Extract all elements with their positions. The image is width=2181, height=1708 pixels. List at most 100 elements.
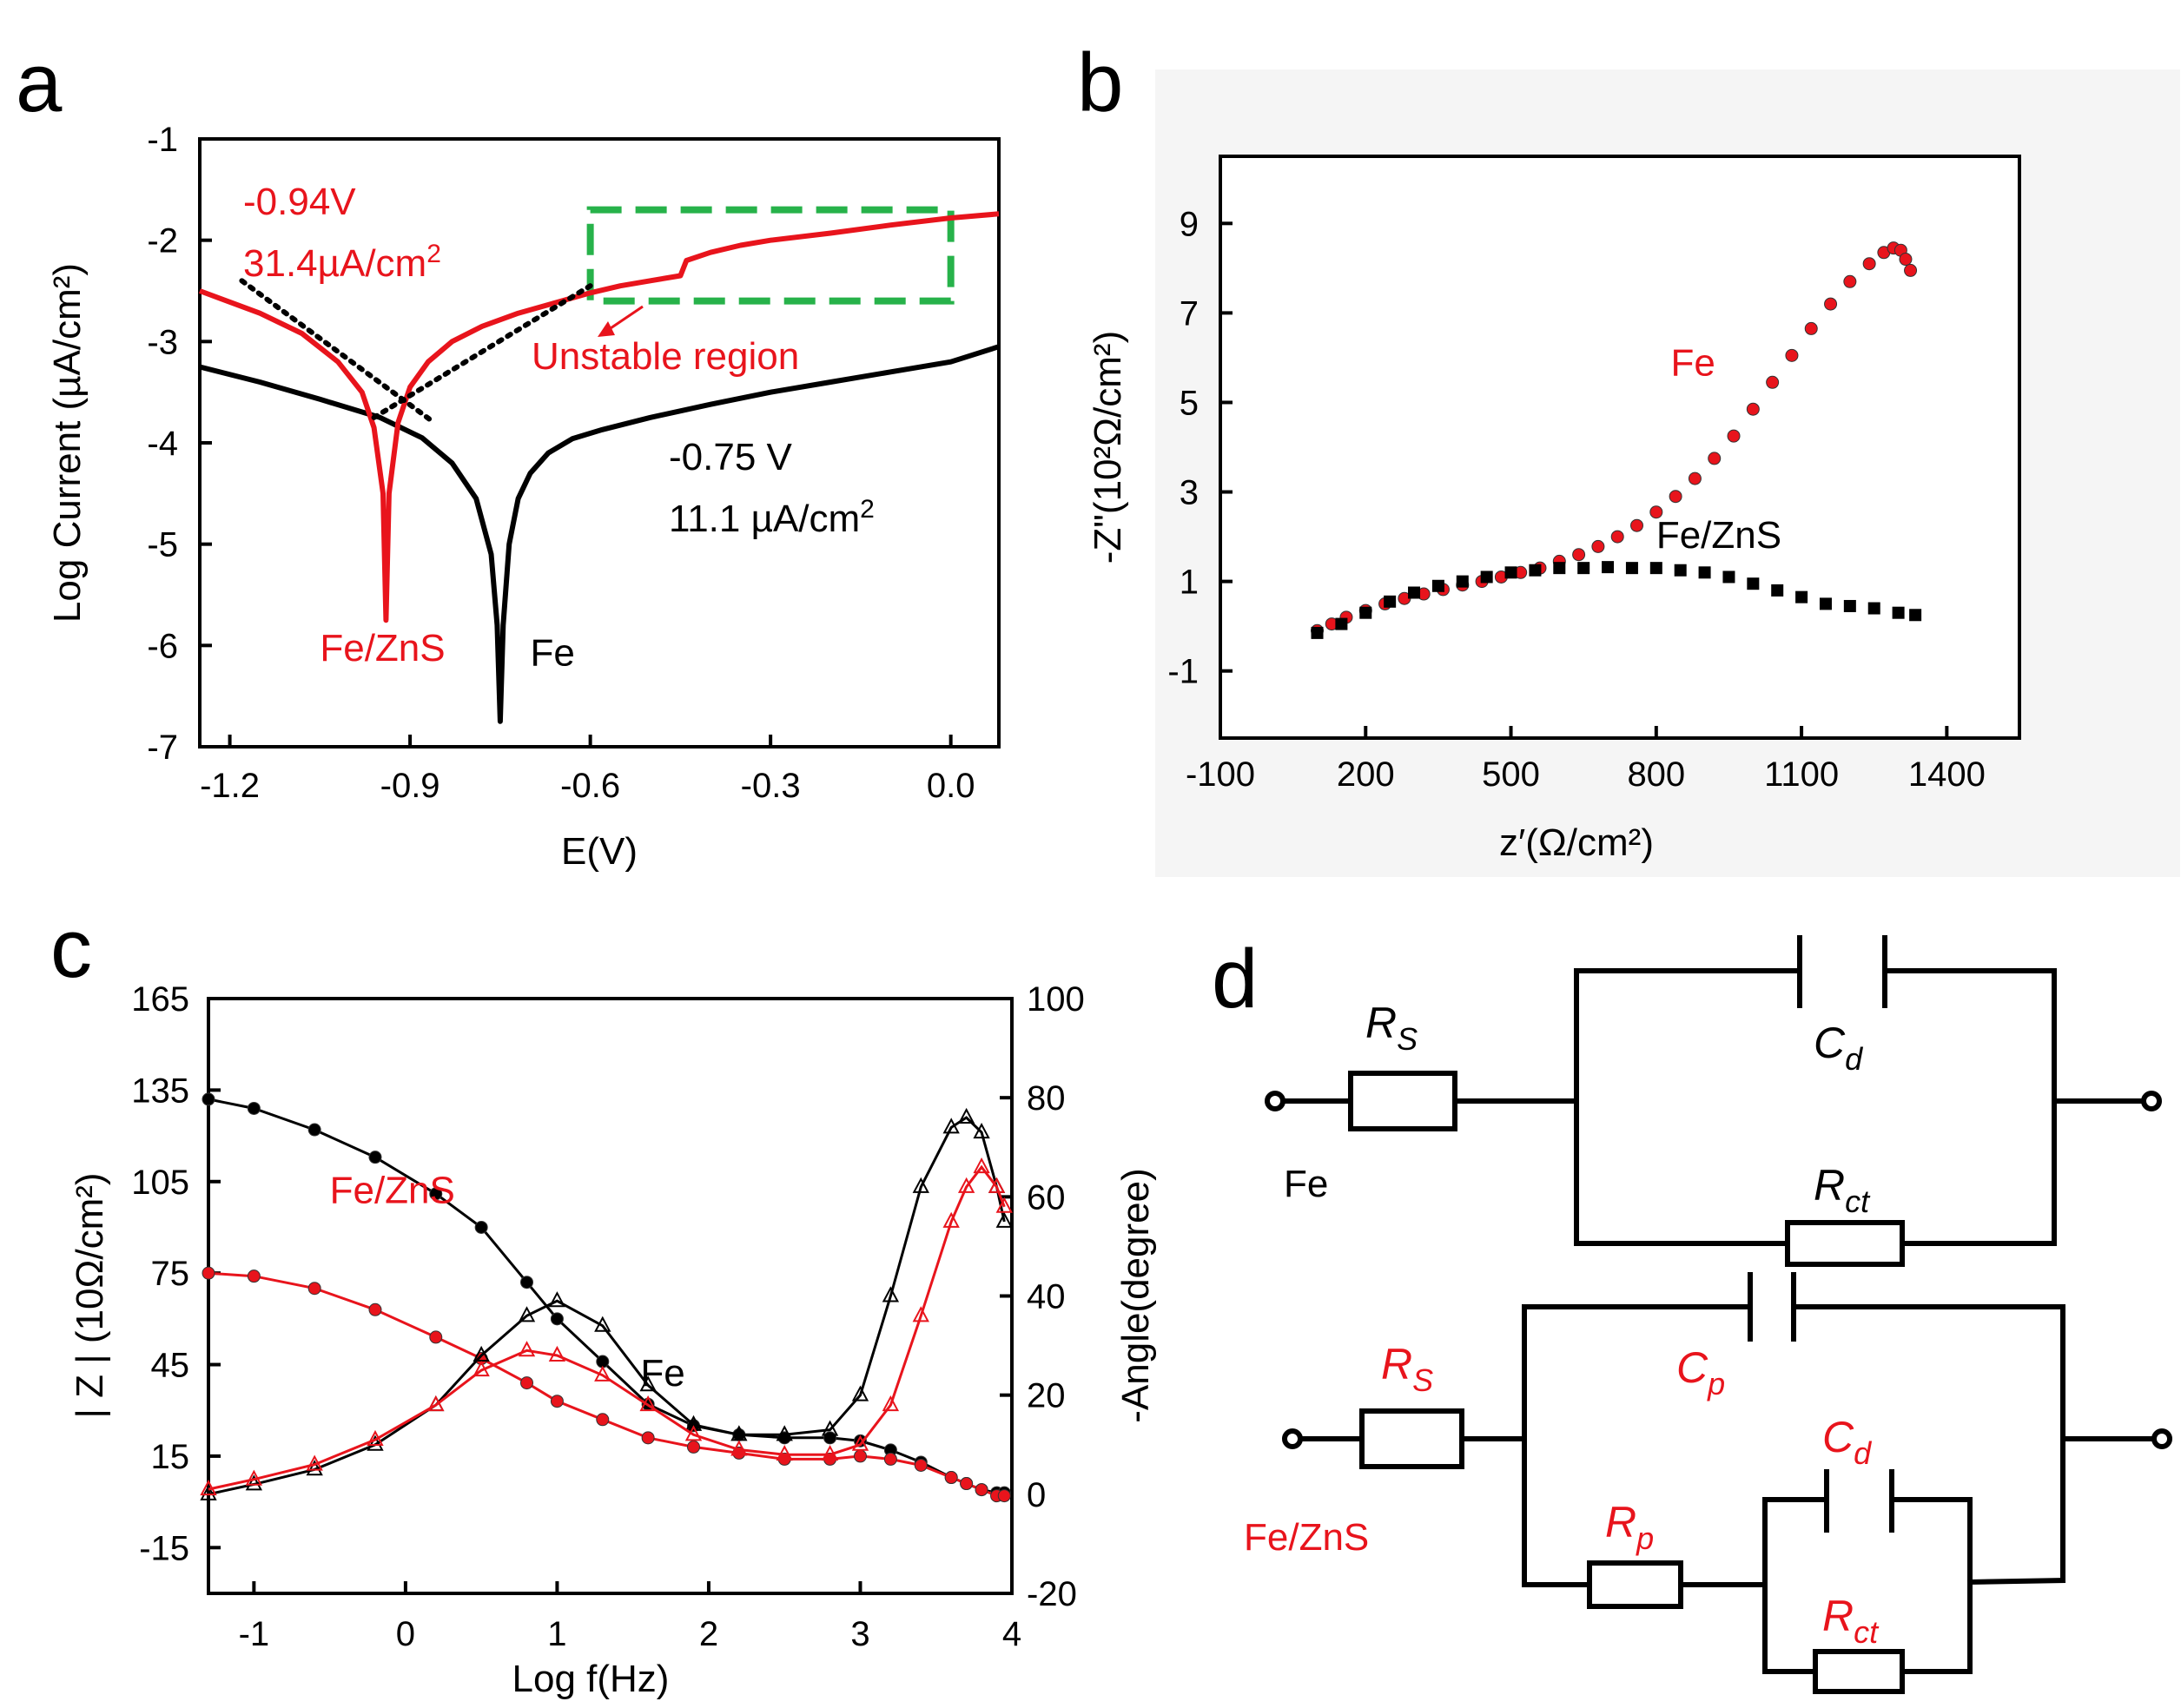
fezns-rs-main: R (1381, 1340, 1412, 1388)
tafel-lines (239, 278, 593, 425)
fezns-cd-sub: d (1854, 1435, 1872, 1471)
nyquist-point-fe (1708, 452, 1722, 465)
fezns-current-text: 31.4µA/cm (243, 242, 426, 285)
panel-label-c: c (50, 902, 92, 995)
nyquist-point-fezns (1867, 602, 1880, 615)
bode-point (912, 1306, 929, 1322)
bode-point (473, 1361, 490, 1377)
nyquist-point-fezns (1431, 579, 1444, 592)
bode-point (594, 1316, 611, 1332)
nyquist-point-fe (1669, 490, 1682, 504)
panel-c: c -1 0 1 2 3 4 165 135 105 75 45 15 -15 100 80 60 40 20… (50, 902, 1157, 1700)
nyquist-point-fe (1649, 505, 1663, 519)
fezns-current-sup: 2 (426, 240, 441, 268)
bode-line (208, 1116, 1006, 1496)
panel-c-x-tick-label: 1 (547, 1615, 566, 1653)
fezns-terminal-right (2151, 1428, 2172, 1449)
fezns-potential-annotation: -0.94V (243, 181, 356, 223)
panel-c-ylabel: | Z | (10Ω/cm²) (69, 1172, 111, 1418)
panel-a-x-tick-label: -0.9 (380, 767, 440, 805)
nyquist-point-fezns (1698, 566, 1711, 579)
fezns-rs-resistor (1359, 1408, 1464, 1469)
panel-c-y2-tick-label: 40 (1027, 1278, 1066, 1316)
bode-point (684, 1425, 703, 1441)
panel-b-x-tick-label: 800 (1627, 755, 1685, 794)
bode-point (307, 1282, 321, 1296)
bode-point (684, 1415, 703, 1431)
panel-c-y-ticks: 165 135 105 75 45 15 -15 (131, 980, 221, 1567)
panel-c-y2-tick-label: 100 (1027, 980, 1085, 1019)
fe-rs-label: RS (1365, 999, 1418, 1057)
panel-d: d Fe RS Cd Rct (1212, 933, 2172, 1694)
panel-c-xlabel: Log f(Hz) (512, 1658, 670, 1700)
panel-c-x-tick-label: 3 (850, 1615, 869, 1653)
bode-point (851, 1434, 869, 1451)
fe-rct-label: Rct (1814, 1161, 1871, 1219)
panel-a-y-tick-label: -3 (147, 323, 178, 361)
bode-point (429, 1187, 443, 1201)
bode-point (594, 1365, 611, 1382)
bode-point (912, 1177, 929, 1193)
fe-cd-label: Cd (1814, 1019, 1863, 1077)
bode-point (995, 1197, 1013, 1213)
panel-c-y-tick-label: 75 (151, 1255, 190, 1293)
panel-b-y-tick-label: 9 (1180, 205, 1199, 243)
panel-b-frame (1219, 155, 2021, 740)
bode-point (550, 1395, 564, 1408)
fe-rs-resistor (1348, 1071, 1457, 1131)
panel-b: b -100 200 500 800 1100 1400 -1 1 3 5 7 9 z′(Ω/cm²… (1077, 36, 2180, 877)
panel-b-ylabel: -Z"(10²Ω/cm²) (1087, 331, 1129, 564)
bode-point (851, 1385, 869, 1401)
panel-a-series-label: Fe (530, 632, 574, 675)
bode-point (882, 1286, 900, 1302)
panel-a-y-tick-label: -4 (147, 425, 178, 463)
nyquist-point-fe (1804, 321, 1818, 335)
nyquist-point-fezns (1359, 606, 1372, 619)
bode-point (245, 1474, 263, 1491)
nyquist-point-fe (1727, 429, 1741, 443)
fe-potential-annotation: -0.75 V (669, 436, 793, 478)
panel-a-x-tick-label: -0.6 (560, 767, 620, 805)
nyquist-point-fezns (1577, 562, 1590, 575)
fe-terminal-right (2141, 1091, 2162, 1111)
fezns-rp-label: Rp (1605, 1498, 1654, 1556)
panel-a-y-tick-label: -2 (147, 222, 178, 260)
panel-b-series (1311, 241, 1922, 639)
panel-c-x-ticks: -1 0 1 2 3 4 (239, 1581, 1021, 1653)
panel-b-x-tick-label: 500 (1482, 755, 1540, 794)
nyquist-point-fezns (1674, 564, 1687, 577)
panel-a-y-tick-label: -7 (147, 729, 178, 767)
nyquist-point-fezns (1625, 562, 1638, 575)
bode-point (520, 1376, 534, 1390)
bode-point (639, 1395, 657, 1412)
panel-a-x-tick-label: -1.2 (200, 767, 260, 805)
fezns-current-annotation: 31.4µA/cm2 (243, 240, 441, 285)
panel-c-x-tick-label: 0 (396, 1615, 415, 1653)
bode-point (821, 1445, 839, 1461)
panel-a-x-tick-label: -0.3 (741, 767, 801, 805)
fe-rct-main: R (1814, 1161, 1845, 1210)
bode-point (776, 1445, 793, 1461)
nyquist-point-fe (1630, 518, 1644, 532)
nyquist-point-fe (1904, 263, 1918, 277)
bode-point (883, 1452, 897, 1466)
panel-c-y2-tick-label: -20 (1027, 1575, 1077, 1613)
panel-c-series (200, 1092, 1013, 1503)
fe-circuit-label: Fe (1284, 1163, 1328, 1205)
nyquist-point-fezns (1795, 590, 1808, 603)
panel-a-y-tick-label: -5 (147, 526, 178, 564)
fe-current-annotation: 11.1 µA/cm2 (669, 495, 875, 540)
panel-b-y-tick-label: 3 (1180, 474, 1199, 512)
panel-a: a -1.2 -0.9 -0.6 -0.3 0.0 -1 -2 -3 -4 -5 -6 -7 E(V… (16, 36, 1001, 873)
nyquist-point-fe (1572, 548, 1586, 562)
bode-point (200, 1484, 217, 1500)
fezns-cd-main: C (1822, 1413, 1854, 1461)
fe-rct-sub: ct (1845, 1184, 1871, 1219)
bode-point (639, 1375, 657, 1392)
bode-line (208, 1271, 1005, 1498)
panel-b-y-ticks: -1 1 3 5 7 9 (1167, 205, 1233, 691)
panel-c-x-tick-label: -1 (239, 1615, 270, 1653)
bode-point (368, 1151, 382, 1164)
nyquist-point-fezns (1480, 570, 1493, 584)
